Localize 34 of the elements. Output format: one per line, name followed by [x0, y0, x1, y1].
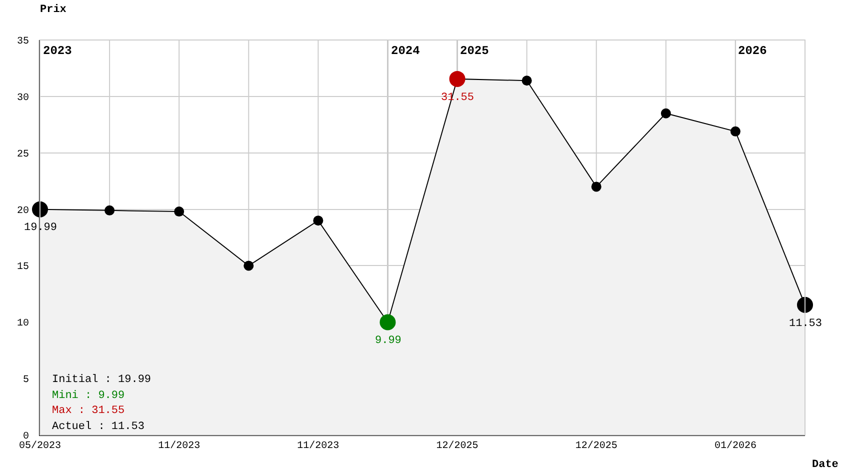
annotation: Initial : 19.99 [52, 374, 152, 386]
annotation: Actuel : 11.53 [52, 421, 144, 433]
y-tick-label: 30 [16, 92, 29, 104]
y-tick-label: 10 [16, 318, 29, 330]
annotation: Max : 31.55 [52, 405, 125, 417]
point [660, 108, 671, 118]
annotation: 2026 [738, 44, 767, 58]
x-tick-label: 11/2023 [158, 440, 200, 452]
point [313, 216, 324, 226]
x-axis-title: Date [812, 459, 839, 471]
x-tick-label: 01/2026 [714, 440, 756, 452]
y-tick-label: 0 [22, 432, 29, 442]
y-tick-label: 5 [22, 375, 29, 386]
data-label: 11.53 [789, 318, 822, 330]
x-tick-label: 11/2023 [297, 440, 340, 452]
point [522, 76, 532, 86]
x-tick-label: 12/2025 [575, 440, 618, 452]
point [730, 126, 740, 136]
y-tick-label: 35 [16, 36, 29, 48]
y-tick-label: 20 [16, 206, 29, 217]
point [591, 182, 602, 192]
annotation: 2024 [391, 44, 420, 58]
annotation: 2023 [43, 44, 72, 58]
y-tick-label: 15 [16, 262, 29, 274]
y-axis-title: Prix [40, 4, 67, 16]
x-tick-label: 05/2023 [18, 440, 62, 452]
annotation: Mini : 9.99 [52, 390, 125, 402]
annotation: 2025 [460, 44, 489, 58]
point [174, 206, 184, 217]
point [104, 205, 115, 216]
y-tick-label: 25 [16, 149, 29, 160]
data-label: 9.99 [375, 335, 402, 347]
point [244, 260, 254, 271]
x-tick-label: 12/2025 [436, 440, 478, 452]
